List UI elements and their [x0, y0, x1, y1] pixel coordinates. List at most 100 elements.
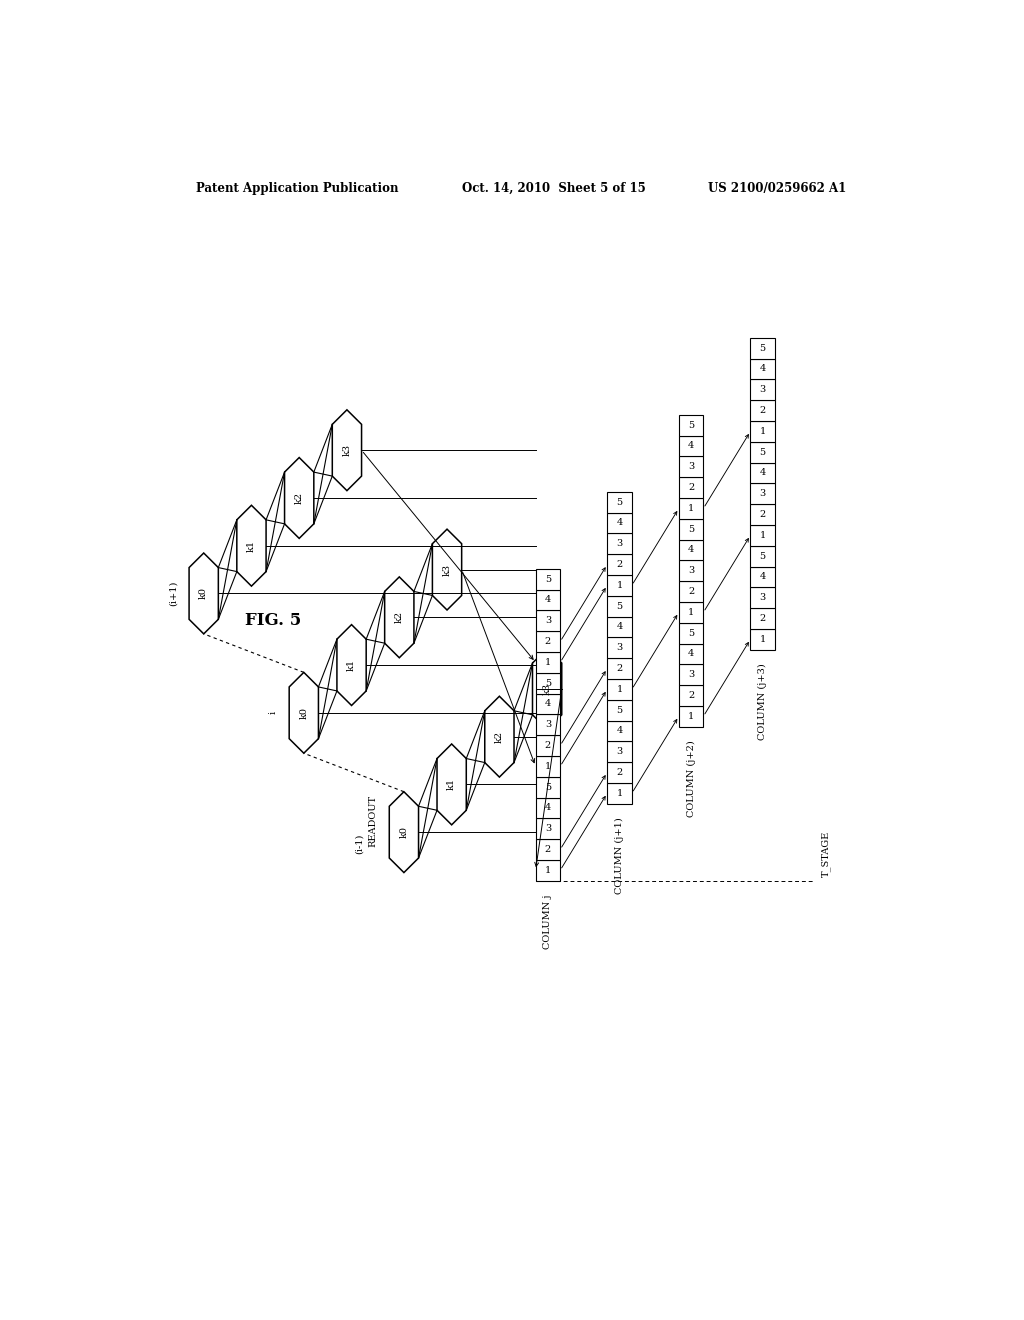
- Polygon shape: [333, 409, 361, 491]
- Text: k2: k2: [495, 730, 504, 743]
- FancyBboxPatch shape: [679, 664, 703, 685]
- Text: 1: 1: [616, 685, 623, 694]
- Text: 3: 3: [760, 490, 766, 498]
- Text: 3: 3: [545, 616, 551, 626]
- Text: 1: 1: [760, 426, 766, 436]
- FancyBboxPatch shape: [536, 652, 560, 673]
- FancyBboxPatch shape: [607, 554, 632, 576]
- Text: 4: 4: [688, 545, 694, 554]
- FancyBboxPatch shape: [679, 414, 703, 436]
- FancyBboxPatch shape: [679, 685, 703, 706]
- FancyBboxPatch shape: [679, 519, 703, 540]
- Text: 2: 2: [760, 407, 766, 414]
- Text: k1: k1: [347, 659, 356, 671]
- FancyBboxPatch shape: [536, 673, 560, 693]
- FancyBboxPatch shape: [751, 400, 775, 421]
- FancyBboxPatch shape: [536, 590, 560, 610]
- Text: Patent Application Publication: Patent Application Publication: [196, 182, 398, 194]
- FancyBboxPatch shape: [679, 602, 703, 623]
- Text: Oct. 14, 2010  Sheet 5 of 15: Oct. 14, 2010 Sheet 5 of 15: [462, 182, 645, 194]
- Text: 5: 5: [616, 706, 623, 714]
- Text: k3: k3: [442, 564, 452, 576]
- FancyBboxPatch shape: [751, 442, 775, 462]
- Text: 3: 3: [616, 747, 623, 756]
- Text: 5: 5: [545, 783, 551, 792]
- Text: 5: 5: [688, 628, 694, 638]
- FancyBboxPatch shape: [751, 379, 775, 400]
- FancyBboxPatch shape: [536, 776, 560, 797]
- FancyBboxPatch shape: [679, 478, 703, 498]
- Text: 3: 3: [760, 385, 766, 395]
- FancyBboxPatch shape: [679, 498, 703, 519]
- FancyBboxPatch shape: [607, 533, 632, 554]
- Text: 3: 3: [545, 721, 551, 729]
- Text: 4: 4: [760, 573, 766, 581]
- Text: 2: 2: [760, 510, 766, 519]
- FancyBboxPatch shape: [751, 338, 775, 359]
- Text: 2: 2: [545, 638, 551, 645]
- FancyBboxPatch shape: [679, 436, 703, 457]
- FancyBboxPatch shape: [679, 581, 703, 602]
- FancyBboxPatch shape: [751, 545, 775, 566]
- FancyBboxPatch shape: [607, 659, 632, 678]
- FancyBboxPatch shape: [536, 569, 560, 590]
- FancyBboxPatch shape: [607, 700, 632, 721]
- FancyBboxPatch shape: [679, 644, 703, 664]
- Text: 1: 1: [545, 762, 551, 771]
- Text: 4: 4: [616, 726, 623, 735]
- FancyBboxPatch shape: [751, 359, 775, 379]
- FancyBboxPatch shape: [536, 797, 560, 818]
- Text: COLUMN (j+1): COLUMN (j+1): [615, 817, 624, 894]
- Text: k0: k0: [299, 706, 308, 719]
- Polygon shape: [432, 529, 462, 610]
- FancyBboxPatch shape: [536, 714, 560, 735]
- Text: 4: 4: [616, 623, 623, 631]
- FancyBboxPatch shape: [607, 721, 632, 742]
- Text: COLUMN (j+3): COLUMN (j+3): [758, 664, 767, 741]
- Text: 3: 3: [688, 462, 694, 471]
- Text: 1: 1: [616, 789, 623, 797]
- Text: 2: 2: [688, 587, 694, 597]
- Text: 5: 5: [616, 602, 623, 611]
- FancyBboxPatch shape: [751, 483, 775, 504]
- Text: 2: 2: [688, 483, 694, 492]
- Text: 1: 1: [688, 504, 694, 513]
- FancyBboxPatch shape: [751, 566, 775, 587]
- FancyBboxPatch shape: [751, 587, 775, 609]
- Text: 1: 1: [688, 711, 694, 721]
- Text: 4: 4: [688, 441, 694, 450]
- Text: 4: 4: [760, 469, 766, 478]
- FancyBboxPatch shape: [607, 678, 632, 700]
- Text: 1: 1: [545, 866, 551, 875]
- Text: 3: 3: [688, 671, 694, 680]
- Text: COLUMN j: COLUMN j: [544, 895, 552, 949]
- Text: 4: 4: [545, 700, 551, 709]
- Text: 5: 5: [760, 343, 766, 352]
- Text: 4: 4: [545, 804, 551, 812]
- Text: k0: k0: [200, 587, 208, 599]
- Text: i: i: [268, 711, 278, 714]
- Text: 5: 5: [688, 421, 694, 430]
- Text: 2: 2: [545, 845, 551, 854]
- Text: 3: 3: [616, 540, 623, 548]
- Text: 2: 2: [760, 614, 766, 623]
- FancyBboxPatch shape: [679, 561, 703, 581]
- Text: 4: 4: [760, 364, 766, 374]
- Text: 1: 1: [616, 581, 623, 590]
- Text: 3: 3: [545, 824, 551, 833]
- Text: T_STAGE: T_STAGE: [821, 830, 830, 876]
- FancyBboxPatch shape: [607, 512, 632, 533]
- Text: 5: 5: [616, 498, 623, 507]
- Text: 3: 3: [688, 566, 694, 576]
- Text: (i-1): (i-1): [355, 833, 364, 854]
- Polygon shape: [285, 458, 313, 539]
- Polygon shape: [389, 792, 419, 873]
- Text: FIG. 5: FIG. 5: [245, 612, 301, 628]
- Text: k3: k3: [543, 682, 552, 696]
- Text: 1: 1: [760, 531, 766, 540]
- Text: k0: k0: [399, 826, 409, 838]
- FancyBboxPatch shape: [536, 840, 560, 859]
- Text: US 2100/0259662 A1: US 2100/0259662 A1: [708, 182, 846, 194]
- FancyBboxPatch shape: [607, 638, 632, 659]
- FancyBboxPatch shape: [679, 540, 703, 561]
